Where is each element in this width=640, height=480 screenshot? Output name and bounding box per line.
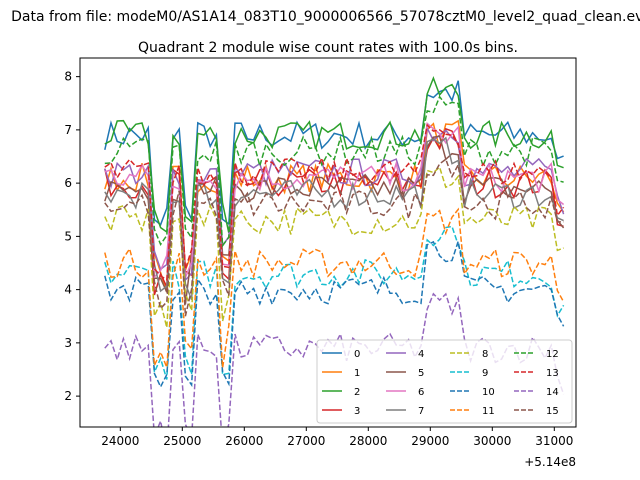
legend-label-10: 10 bbox=[482, 387, 495, 398]
y-tick-label: 8 bbox=[64, 70, 72, 84]
x-tick-label: 24000 bbox=[101, 434, 139, 448]
legend-box bbox=[316, 339, 573, 424]
legend-label-5: 5 bbox=[418, 368, 424, 379]
legend-label-4: 4 bbox=[418, 349, 424, 360]
x-tick-label: 28000 bbox=[349, 434, 387, 448]
legend-label-3: 3 bbox=[354, 406, 360, 417]
x-offset-label: +5.14e8 bbox=[524, 455, 576, 469]
plot-frame bbox=[79, 57, 577, 428]
legend-label-9: 9 bbox=[482, 368, 488, 379]
x-tick-label: 26000 bbox=[225, 434, 263, 448]
legend-label-12: 12 bbox=[546, 349, 559, 360]
legend-label-15: 15 bbox=[546, 406, 559, 417]
x-tick-label: 31000 bbox=[535, 434, 573, 448]
chart-title: Quadrant 2 module wise count rates with … bbox=[138, 40, 518, 56]
series-line-11 bbox=[104, 207, 565, 368]
y-tick-label: 2 bbox=[64, 389, 72, 403]
legend-label-1: 1 bbox=[354, 368, 360, 379]
series-line-15 bbox=[104, 157, 564, 317]
y-tick-label: 5 bbox=[64, 229, 72, 243]
legend-label-2: 2 bbox=[354, 387, 360, 398]
y-axis: 2 3 4 5 6 7 8 bbox=[64, 70, 80, 403]
series-line-2 bbox=[104, 75, 564, 234]
y-tick-label: 7 bbox=[64, 123, 72, 137]
series-line-10 bbox=[104, 240, 565, 389]
y-tick-label: 4 bbox=[64, 283, 72, 297]
y-tick-label: 6 bbox=[64, 176, 72, 190]
legend-label-8: 8 bbox=[482, 349, 488, 360]
legend-label-11: 11 bbox=[482, 406, 495, 417]
legend-label-7: 7 bbox=[418, 406, 424, 417]
x-tick-label: 25000 bbox=[163, 434, 201, 448]
series-line-0 bbox=[104, 80, 564, 226]
series-line-9 bbox=[104, 225, 565, 380]
series-line-12 bbox=[104, 95, 564, 248]
series-line-13 bbox=[104, 123, 565, 282]
x-tick-label: 29000 bbox=[411, 434, 449, 448]
x-tick-label: 27000 bbox=[287, 434, 325, 448]
x-axis: 24000 25000 26000 27000 28000 29000 30000 31000 bbox=[101, 427, 573, 448]
y-tick-label: 3 bbox=[64, 336, 72, 350]
legend-label-14: 14 bbox=[546, 387, 559, 398]
x-tick-label: 30000 bbox=[473, 434, 511, 448]
legend-label-13: 13 bbox=[546, 368, 559, 379]
series-line-8 bbox=[104, 165, 564, 328]
chart-suptitle: Data from file: modeM0/AS1A14_083T10_900… bbox=[11, 9, 640, 25]
legend-label-6: 6 bbox=[418, 387, 424, 398]
legend-label-0: 0 bbox=[354, 349, 360, 360]
series-line-7 bbox=[104, 136, 564, 300]
